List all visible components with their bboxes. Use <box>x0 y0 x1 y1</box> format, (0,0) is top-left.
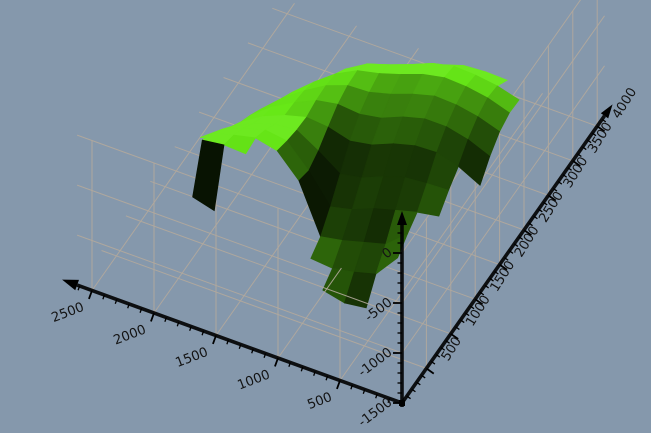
axis-arrowhead <box>600 104 613 119</box>
surface-facet <box>416 182 450 217</box>
floor-grid-front <box>91 200 451 381</box>
surface-facet <box>192 139 225 212</box>
axis-arrowhead <box>397 211 407 225</box>
surface-facet <box>223 134 257 155</box>
axis-arrowhead <box>62 279 79 291</box>
surface-facet <box>344 271 377 309</box>
axes <box>62 104 613 407</box>
surface-facet <box>375 233 409 275</box>
surface-facet <box>457 139 491 186</box>
surface-mesh <box>192 63 520 309</box>
